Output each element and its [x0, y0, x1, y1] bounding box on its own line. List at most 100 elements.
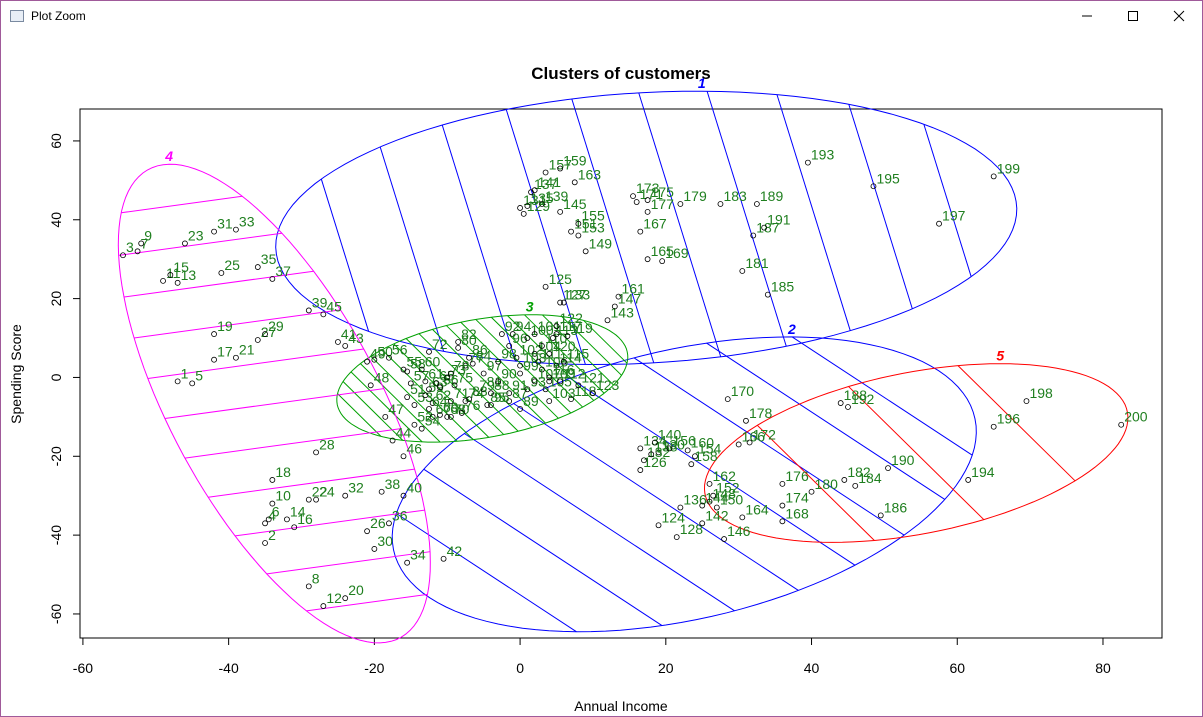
data-point — [779, 518, 786, 525]
point-label: 141 — [538, 174, 562, 190]
cluster-shading — [432, 329, 533, 428]
point-label: 24 — [319, 484, 335, 500]
data-point — [546, 378, 553, 385]
cluster-shading — [379, 146, 445, 352]
point-label: 122 — [560, 310, 584, 326]
cluster-shading — [638, 92, 722, 357]
point-label: 52 — [417, 409, 433, 425]
point-label: 75 — [458, 369, 474, 385]
data-point — [174, 279, 181, 286]
data-point — [739, 514, 746, 521]
data-point — [342, 343, 349, 349]
point-label: 86 — [472, 342, 488, 358]
data-point — [400, 492, 407, 499]
data-point — [531, 350, 538, 357]
data-point — [484, 402, 491, 408]
data-point — [386, 354, 392, 361]
data-point — [480, 370, 487, 377]
data-point — [750, 232, 757, 239]
point-label: 19 — [217, 318, 233, 334]
point-label: 185 — [771, 279, 795, 295]
data-point — [575, 220, 582, 227]
point-label: 53 — [417, 389, 433, 405]
cluster-shading — [756, 424, 875, 541]
data-point — [498, 331, 505, 337]
x-axis-label: Annual Income — [574, 698, 668, 714]
point-label: 172 — [753, 426, 777, 442]
data-point — [531, 378, 538, 385]
data-point — [706, 480, 713, 487]
cluster-shading — [441, 124, 517, 362]
data-point — [721, 536, 727, 542]
data-point — [517, 205, 523, 211]
point-label: 189 — [760, 188, 784, 204]
data-point — [808, 488, 815, 495]
data-point — [531, 331, 538, 337]
point-label: 173 — [636, 180, 660, 196]
data-point — [305, 496, 312, 503]
data-point — [422, 378, 429, 385]
data-point — [451, 382, 458, 389]
point-label: 34 — [410, 547, 426, 563]
cluster-shading — [571, 98, 655, 364]
data-point — [779, 480, 786, 487]
point-label: 94 — [516, 318, 532, 334]
data-point — [542, 169, 549, 176]
point-label: 178 — [749, 405, 773, 421]
point-label: 93 — [530, 373, 546, 389]
point-label: 113 — [556, 322, 579, 338]
data-point — [211, 356, 217, 363]
data-point — [367, 382, 374, 389]
point-label: 157 — [549, 156, 573, 172]
data-point — [447, 398, 454, 404]
point-label: 170 — [731, 383, 755, 399]
cluster-shading — [184, 428, 401, 459]
point-label: 25 — [224, 257, 240, 273]
point-label: 115 — [567, 346, 590, 362]
cluster-shading — [524, 314, 605, 394]
data-point — [637, 228, 644, 235]
maximize-button[interactable] — [1110, 1, 1156, 31]
point-label: 33 — [239, 214, 255, 230]
data-point — [779, 502, 786, 509]
data-point — [877, 512, 884, 519]
data-point — [433, 380, 440, 387]
point-label: 8 — [312, 570, 320, 586]
data-point — [404, 368, 411, 375]
data-point — [382, 413, 389, 420]
point-label: 80 — [461, 332, 477, 348]
point-label: 6 — [272, 503, 280, 519]
point-label: 64 — [432, 393, 448, 409]
cluster-shading — [423, 468, 663, 626]
data-point — [531, 187, 538, 194]
cluster-shading — [923, 124, 972, 277]
point-label: 79 — [479, 377, 495, 393]
data-point — [418, 425, 425, 432]
data-point — [710, 492, 717, 499]
minimize-button[interactable] — [1064, 1, 1110, 31]
data-point — [455, 339, 462, 345]
data-point — [233, 354, 239, 361]
point-label: 56 — [392, 342, 408, 358]
data-point — [386, 520, 392, 527]
cluster-shading — [957, 365, 1076, 482]
point-label: 145 — [563, 196, 587, 212]
cluster-shading — [706, 342, 946, 500]
y-tick-label: 0 — [48, 373, 64, 381]
close-button[interactable] — [1156, 1, 1202, 31]
data-point — [418, 366, 425, 373]
point-label: 23 — [188, 227, 204, 243]
point-label: 91 — [512, 377, 528, 393]
data-point — [637, 467, 644, 473]
point-label: 114 — [560, 350, 583, 366]
data-point — [553, 362, 560, 369]
cluster-shading — [633, 357, 905, 536]
data-point — [673, 534, 680, 540]
point-label: 123 — [596, 377, 620, 393]
point-label: 142 — [705, 507, 729, 523]
data-point — [182, 240, 188, 247]
x-tick-label: 60 — [949, 660, 965, 676]
data-point — [211, 331, 217, 337]
point-label: 15 — [173, 259, 189, 275]
